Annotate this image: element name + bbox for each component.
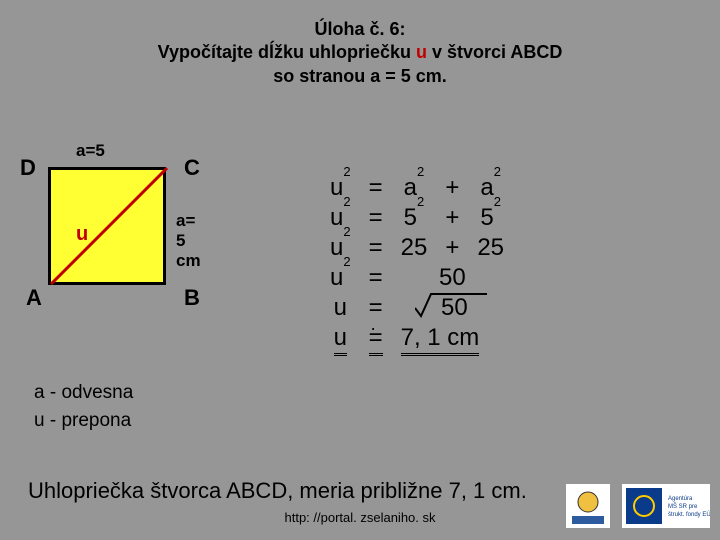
title-line2b: v štvorci ABCD bbox=[427, 42, 562, 62]
legend-a: a - odvesna bbox=[34, 382, 133, 404]
calc-lhs: u2 bbox=[322, 174, 359, 202]
calc-lhs: u2 bbox=[322, 234, 359, 262]
title-line2: Vypočítajte dĺžku uhlopriečku u v štvorc… bbox=[0, 41, 720, 64]
calc-eq: = bbox=[361, 264, 391, 292]
title-line2a: Vypočítajte dĺžku uhlopriečku bbox=[158, 42, 416, 62]
calc-op: + bbox=[437, 234, 467, 262]
right-side-label: a= 5 cm bbox=[176, 211, 201, 271]
title-line1: Úloha č. 6: bbox=[0, 18, 720, 41]
calculation: u2 = a2 + a2 u2 = 52 + 52 u2 = 25 + 25 u… bbox=[320, 172, 514, 358]
calc-root-row: u = 50 bbox=[322, 294, 512, 322]
calc-lhs: u bbox=[322, 324, 359, 356]
calc-op: + bbox=[437, 204, 467, 232]
calc-lhs: u2 bbox=[322, 204, 359, 232]
calc-b: 25 bbox=[469, 234, 512, 262]
calc-eq: = bbox=[361, 174, 391, 202]
diagonal-u-label: u bbox=[76, 223, 88, 246]
calc-a: a2 bbox=[393, 174, 436, 202]
conclusion: Uhlopriečka štvorca ABCD, meria približn… bbox=[28, 478, 527, 504]
legend-u: u - prepona bbox=[34, 410, 133, 432]
svg-text:Agentúra: Agentúra bbox=[668, 496, 693, 502]
footer-url: http: //portal. zselaniho. sk bbox=[0, 510, 720, 525]
vertex-C: C bbox=[184, 155, 200, 181]
calc-eq: = bbox=[361, 204, 391, 232]
calc-eq: = bbox=[361, 234, 391, 262]
calc-lhs: u bbox=[322, 294, 359, 322]
calc-b: a2 bbox=[469, 174, 512, 202]
calc-a: 25 bbox=[393, 234, 436, 262]
calc-sum: 50 bbox=[393, 264, 512, 292]
calc-a: 52 bbox=[393, 204, 436, 232]
legend: a - odvesna u - prepona bbox=[34, 382, 133, 438]
calc-result-row: u =. 7, 1 cm bbox=[322, 324, 512, 356]
vertex-B: B bbox=[184, 285, 200, 311]
calc-b: 52 bbox=[469, 204, 512, 232]
calc-table: u2 = a2 + a2 u2 = 52 + 52 u2 = 25 + 25 u… bbox=[320, 172, 514, 358]
title-line3: so stranou a = 5 cm. bbox=[0, 65, 720, 88]
title-u: u bbox=[416, 42, 427, 62]
calc-lhs: u2 bbox=[322, 264, 359, 292]
vertex-D: D bbox=[20, 155, 36, 181]
vertex-A: A bbox=[26, 285, 42, 311]
sqrt-icon: 50 bbox=[437, 294, 468, 322]
calc-eq: =. bbox=[361, 324, 391, 356]
svg-text:štrukt. fondy EÚ: štrukt. fondy EÚ bbox=[668, 511, 710, 518]
logo-opv-icon bbox=[566, 484, 610, 528]
calc-op: + bbox=[437, 174, 467, 202]
calc-sqrt: 50 bbox=[393, 294, 512, 322]
svg-text:MŠ SR pre: MŠ SR pre bbox=[668, 503, 698, 510]
calc-row: u2 = 50 bbox=[322, 264, 512, 292]
calc-result: 7, 1 cm bbox=[393, 324, 512, 356]
title-block: Úloha č. 6: Vypočítajte dĺžku uhlopriečk… bbox=[0, 0, 720, 88]
logo-asfeu-icon: AgentúraMŠ SR preštrukt. fondy EÚ bbox=[622, 484, 710, 528]
